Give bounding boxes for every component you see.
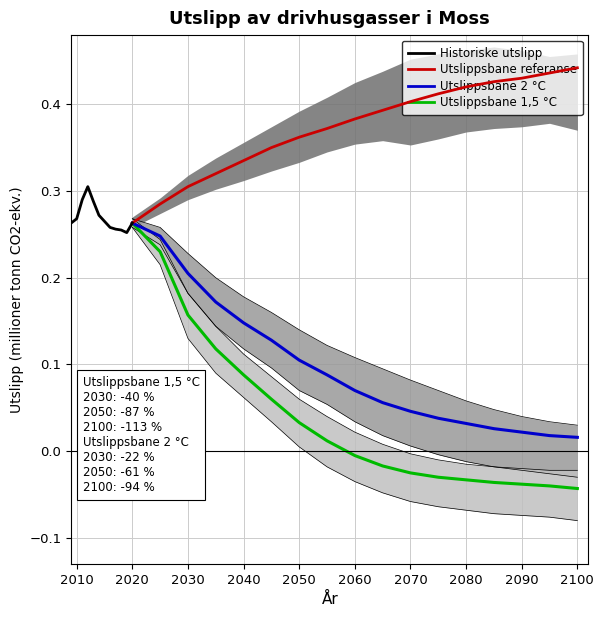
Title: Utslipp av drivhusgasser i Moss: Utslipp av drivhusgasser i Moss xyxy=(169,10,490,28)
Text: Utslippsbane 1,5 °C
2030: -40 %
2050: -87 %
2100: -113 %
Utslippsbane 2 °C
2030:: Utslippsbane 1,5 °C 2030: -40 % 2050: -8… xyxy=(82,376,200,494)
Y-axis label: Utslipp (millioner tonn CO2-ekv.): Utslipp (millioner tonn CO2-ekv.) xyxy=(10,186,24,413)
X-axis label: År: År xyxy=(321,592,338,607)
Legend: Historiske utslipp, Utslippsbane referanse, Utslippsbane 2 °C, Utslippsbane 1,5 : Historiske utslipp, Utslippsbane referan… xyxy=(402,41,583,115)
